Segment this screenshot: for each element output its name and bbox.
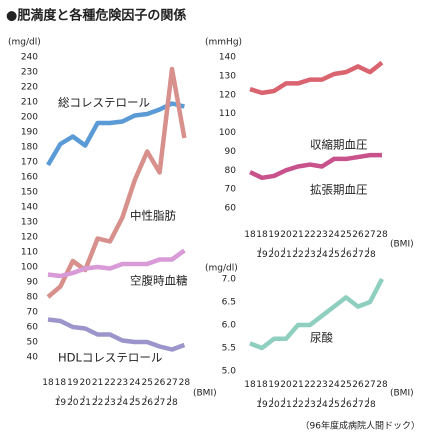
x-tick-label: 27 ~28: [363, 380, 376, 410]
y-tick-label: 90: [27, 278, 39, 288]
y-tick-label: 40: [27, 353, 39, 363]
y-tick-label: 100: [21, 263, 38, 273]
y-tick-label: 110: [21, 248, 38, 258]
series-line: [249, 60, 384, 96]
x-tick-label: 19 ~20: [267, 380, 280, 410]
y-tick-label: 80: [27, 293, 39, 303]
x-tick-label: 24 ~25: [128, 378, 141, 408]
x-tick-label: 18: [244, 380, 256, 390]
y-axis-unit: (mmHg): [205, 38, 242, 48]
x-tick-label: 20 ~21: [279, 380, 292, 410]
x-tick-label: 25 ~26: [140, 378, 153, 408]
x-tick-label: 22 ~23: [303, 380, 316, 410]
x-tick-label: 21 ~22: [91, 378, 104, 408]
x-tick-label: 25 ~26: [339, 230, 352, 260]
y-tick-label: 190: [21, 128, 38, 138]
x-tick-label: 22 ~23: [103, 378, 116, 408]
x-tick-label: 28: [376, 230, 388, 240]
x-tick-label: 24 ~25: [327, 380, 340, 410]
series-line: [47, 317, 186, 352]
series-label: 拡張期血圧: [310, 183, 368, 197]
x-tick-label: 28: [179, 378, 191, 388]
y-tick-label: 50: [27, 338, 39, 348]
y-tick-label: 120: [21, 233, 38, 243]
y-tick-label: 70: [225, 185, 237, 195]
y-tick-label: 240: [21, 53, 38, 63]
x-axis-unit: (BMI): [390, 389, 414, 399]
y-tick-label: 70: [27, 308, 39, 318]
y-tick-label: 6.0: [222, 321, 237, 331]
x-tick-label: 23 ~24: [315, 380, 328, 410]
y-axis-unit: (mg/dl): [8, 38, 41, 48]
y-tick-label: 170: [21, 158, 38, 168]
x-tick-label: 21 ~22: [291, 230, 304, 260]
y-tick-label: 120: [219, 90, 236, 100]
y-tick-label: 80: [225, 166, 237, 176]
series-label: 収縮期血圧: [310, 138, 368, 152]
y-tick-label: 200: [21, 113, 38, 123]
y-tick-label: 7.0: [222, 275, 237, 285]
y-tick-label: 230: [21, 68, 38, 78]
series-line: [46, 101, 185, 167]
page-title: ●肥満度と各種危険因子の関係: [6, 8, 186, 24]
x-tick-label: 18 ~19: [255, 380, 268, 410]
x-tick-label: 27 ~28: [165, 378, 178, 408]
series-label: 中性脂肪: [130, 209, 176, 223]
x-tick-label: 26 ~27: [351, 380, 364, 410]
x-tick-label: 22 ~23: [303, 230, 316, 260]
y-tick-label: 100: [219, 128, 236, 138]
y-tick-label: 130: [219, 71, 236, 81]
y-tick-label: 220: [21, 83, 38, 93]
note: （96年度成病院人間ドック）: [301, 420, 420, 432]
x-tick-label: 18: [244, 230, 256, 240]
series-label: 尿酸: [310, 331, 333, 345]
x-tick-label: 26 ~27: [351, 230, 364, 260]
y-tick-label: 5.0: [222, 367, 237, 377]
x-tick-label: 26 ~27: [153, 378, 166, 408]
y-tick-label: 60: [27, 323, 39, 333]
x-tick-label: 19 ~20: [66, 378, 79, 408]
series-label: 空腹時血糖: [130, 274, 188, 288]
y-tick-label: 90: [225, 147, 237, 157]
x-tick-label: 28: [376, 380, 388, 390]
x-tick-label: 18 ~19: [255, 230, 268, 260]
y-tick-label: 140: [219, 53, 236, 63]
series-line: [47, 248, 186, 279]
y-tick-label: 60: [225, 204, 237, 214]
x-tick-label: 24 ~25: [327, 230, 340, 260]
x-tick-label: 19 ~20: [267, 230, 280, 260]
y-tick-label: 180: [21, 143, 38, 153]
series-label: 総コレステロール: [58, 96, 150, 110]
x-tick-label: 23 ~24: [315, 230, 328, 260]
y-tick-label: 5.5: [222, 344, 236, 354]
y-tick-label: 140: [21, 203, 38, 213]
y-axis-unit: (mg/dl): [205, 264, 238, 274]
y-tick-label: 160: [21, 173, 38, 183]
series-label: HDLコレステロール: [58, 351, 162, 365]
series-line: [46, 66, 187, 299]
y-tick-label: 110: [219, 109, 236, 119]
y-tick-label: 130: [21, 218, 38, 228]
x-axis-unit: (BMI): [390, 240, 414, 250]
x-tick-label: 27 ~28: [363, 230, 376, 260]
series-line: [249, 152, 382, 181]
x-tick-label: 21 ~22: [291, 380, 304, 410]
series-line: [249, 277, 384, 351]
y-tick-label: 150: [21, 188, 38, 198]
x-axis-unit: (BMI): [193, 389, 217, 399]
y-tick-label: 210: [21, 98, 38, 108]
x-tick-label: 20 ~21: [279, 230, 292, 260]
x-tick-label: 18 ~19: [54, 378, 67, 408]
x-tick-label: 23 ~24: [116, 378, 129, 408]
y-tick-label: 6.5: [222, 298, 236, 308]
x-tick-label: 20 ~21: [78, 378, 91, 408]
x-tick-label: 18: [42, 378, 54, 388]
x-tick-label: 25 ~26: [339, 380, 352, 410]
